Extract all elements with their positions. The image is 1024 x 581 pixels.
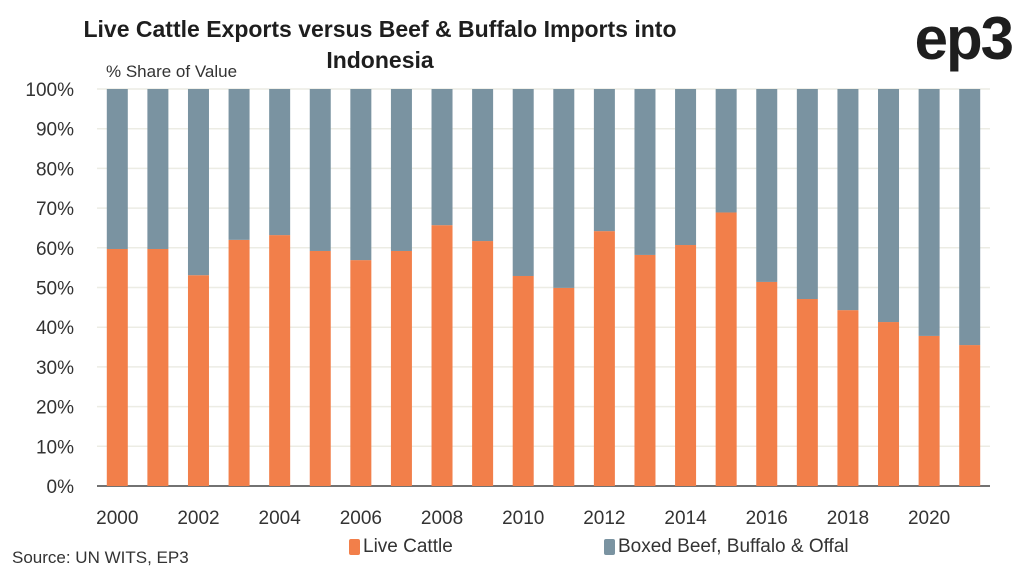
bar-boxed-beef-2011 xyxy=(553,89,575,288)
bar-boxed-beef-2019 xyxy=(878,89,900,323)
bar-live-cattle-2006 xyxy=(350,260,372,486)
x-tick-label: 2016 xyxy=(746,508,788,529)
bar-boxed-beef-2013 xyxy=(634,89,656,255)
bar-live-cattle-2007 xyxy=(390,250,412,486)
y-axis-label: % Share of Value xyxy=(106,62,238,81)
bar-boxed-beef-2015 xyxy=(715,89,737,213)
bar-boxed-beef-2006 xyxy=(350,89,372,261)
y-tick-label: 20% xyxy=(36,398,74,419)
bar-live-cattle-2005 xyxy=(309,250,331,486)
chart-title: Live Cattle Exports versus Beef & Buffal… xyxy=(0,14,760,76)
bar-boxed-beef-2016 xyxy=(756,89,778,282)
bar-live-cattle-2014 xyxy=(675,245,697,486)
bar-live-cattle-2000 xyxy=(106,248,128,486)
bar-live-cattle-2010 xyxy=(512,275,534,486)
legend-item-live-cattle: Live Cattle xyxy=(349,536,453,558)
x-tick-label: 2006 xyxy=(340,508,382,529)
x-tick-label: 2020 xyxy=(908,508,950,529)
bar-boxed-beef-2017 xyxy=(796,89,818,300)
bar-boxed-beef-2007 xyxy=(390,89,412,251)
x-tick-label: 2004 xyxy=(259,508,302,529)
chart-title-line-1: Live Cattle Exports versus Beef & Buffal… xyxy=(83,16,677,42)
bar-live-cattle-2004 xyxy=(269,235,291,486)
y-tick-label: 0% xyxy=(47,477,75,498)
x-tick-label: 2012 xyxy=(583,508,625,529)
bar-boxed-beef-2004 xyxy=(269,89,291,236)
x-tick-label: 2014 xyxy=(664,508,707,529)
bar-boxed-beef-2000 xyxy=(106,89,128,249)
x-tick-label: 2008 xyxy=(421,508,463,529)
y-tick-label: 100% xyxy=(25,80,74,101)
y-tick-label: 60% xyxy=(36,239,74,260)
legend-swatch-boxed-beef xyxy=(604,539,615,555)
bar-live-cattle-2001 xyxy=(147,248,169,486)
bar-live-cattle-2017 xyxy=(796,299,818,486)
bar-boxed-beef-2009 xyxy=(472,89,494,242)
x-tick-label: 2018 xyxy=(827,508,869,529)
bar-live-cattle-2003 xyxy=(228,239,250,486)
bar-boxed-beef-2014 xyxy=(675,89,697,246)
legend-label-boxed-beef: Boxed Beef, Buffalo & Offal xyxy=(618,536,849,557)
bar-boxed-beef-2018 xyxy=(837,89,859,311)
legend-swatch-live-cattle xyxy=(349,539,360,555)
y-tick-label: 90% xyxy=(36,120,74,141)
bar-live-cattle-2011 xyxy=(553,287,575,486)
bar-live-cattle-2020 xyxy=(918,335,940,486)
y-tick-label: 10% xyxy=(36,437,74,458)
bar-boxed-beef-2021 xyxy=(959,89,981,346)
bar-live-cattle-2016 xyxy=(756,281,778,486)
x-tick-label: 2010 xyxy=(502,508,544,529)
bar-live-cattle-2019 xyxy=(878,322,900,486)
x-tick-label: 2002 xyxy=(177,508,219,529)
legend-label-live-cattle: Live Cattle xyxy=(363,536,453,557)
bar-boxed-beef-2001 xyxy=(147,89,169,249)
bar-live-cattle-2008 xyxy=(431,225,453,486)
y-tick-label: 80% xyxy=(36,159,74,180)
bar-boxed-beef-2010 xyxy=(512,89,534,276)
bar-boxed-beef-2008 xyxy=(431,89,453,226)
x-tick-label: 2000 xyxy=(96,508,138,529)
bar-live-cattle-2013 xyxy=(634,254,656,486)
y-tick-label: 70% xyxy=(36,199,74,220)
bar-live-cattle-2021 xyxy=(959,345,981,486)
bar-live-cattle-2015 xyxy=(715,212,737,487)
bar-boxed-beef-2003 xyxy=(228,89,250,240)
bar-boxed-beef-2002 xyxy=(187,89,209,276)
bar-live-cattle-2002 xyxy=(187,275,209,486)
y-tick-label: 50% xyxy=(36,279,74,300)
legend-item-boxed-beef: Boxed Beef, Buffalo & Offal xyxy=(604,536,849,558)
bar-live-cattle-2012 xyxy=(593,231,615,486)
chart-title-line-2: Indonesia xyxy=(326,47,434,73)
source-note: Source: UN WITS, EP3 xyxy=(12,548,189,567)
y-tick-label: 30% xyxy=(36,358,74,379)
ep3-logo: ep3 xyxy=(914,5,1014,72)
y-tick-label: 40% xyxy=(36,318,74,339)
bar-boxed-beef-2020 xyxy=(918,89,940,336)
bar-live-cattle-2009 xyxy=(472,241,494,486)
bar-boxed-beef-2005 xyxy=(309,89,331,251)
bar-live-cattle-2018 xyxy=(837,310,859,486)
bar-boxed-beef-2012 xyxy=(593,89,615,232)
